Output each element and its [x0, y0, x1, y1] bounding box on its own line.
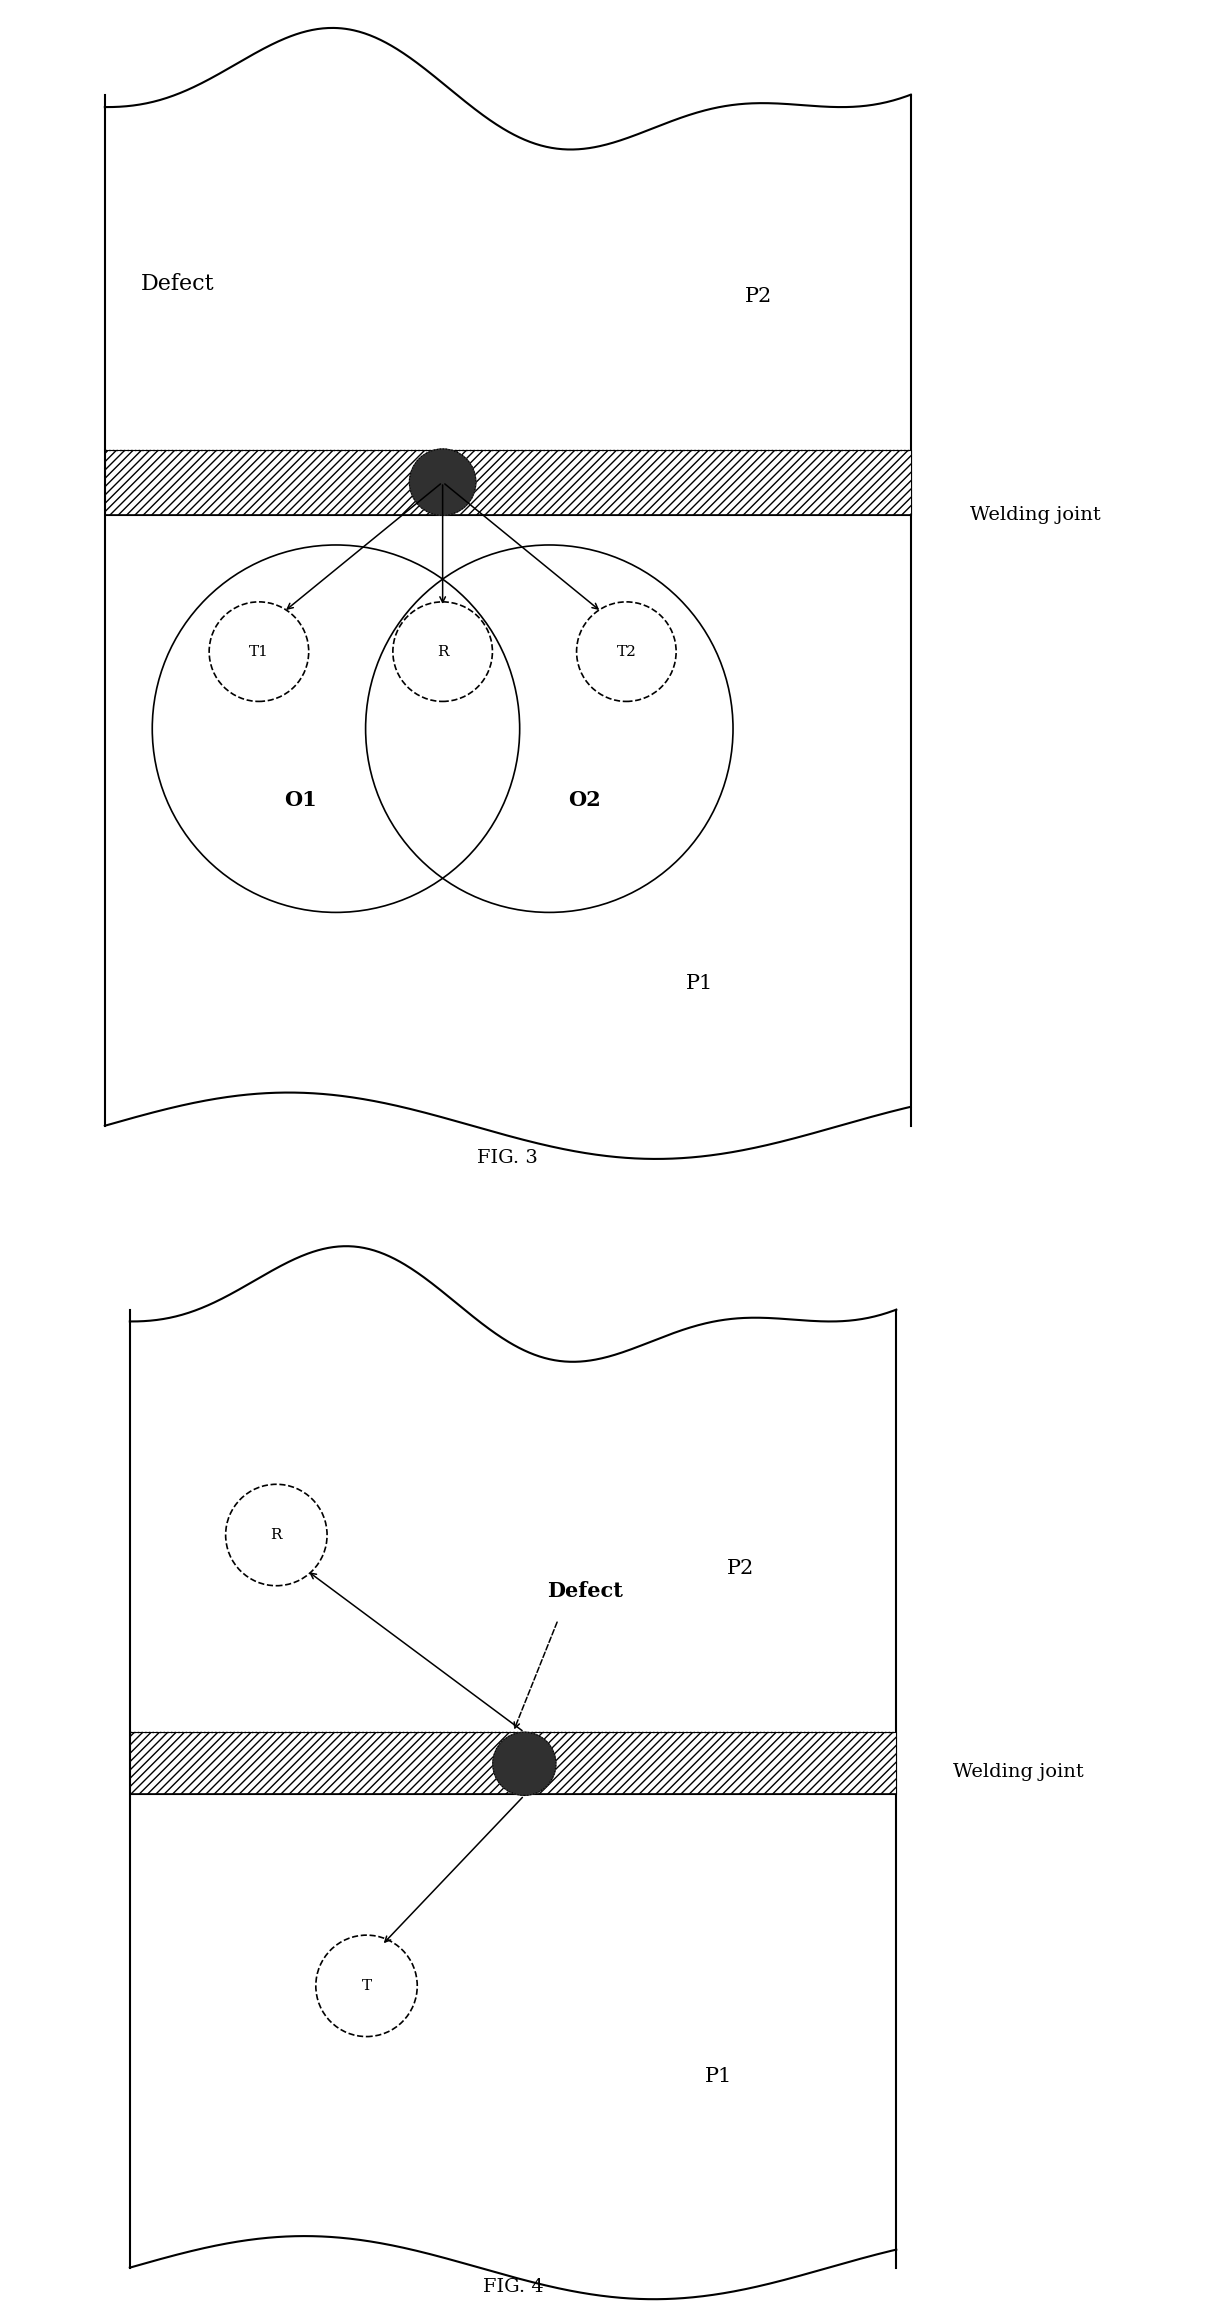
Text: Defect: Defect [547, 1580, 623, 1601]
Text: O2: O2 [569, 790, 601, 809]
Text: T: T [361, 1978, 371, 1994]
Text: FIG. 3: FIG. 3 [477, 1150, 538, 1167]
Bar [130, 1731, 896, 1794]
Text: P2: P2 [728, 1559, 755, 1578]
Circle shape [493, 1731, 556, 1796]
Text: O1: O1 [284, 790, 317, 809]
Text: T2: T2 [617, 644, 637, 658]
Bar [104, 451, 911, 516]
Circle shape [393, 602, 493, 702]
Text: Defect: Defect [140, 274, 214, 295]
Circle shape [576, 602, 676, 702]
Text: FIG. 4: FIG. 4 [483, 2278, 543, 2296]
Text: P1: P1 [686, 974, 713, 992]
Circle shape [316, 1936, 418, 2036]
Text: R: R [270, 1527, 283, 1543]
Circle shape [209, 602, 308, 702]
Text: Welding joint: Welding joint [952, 1762, 1084, 1780]
Text: R: R [436, 644, 449, 658]
Text: P1: P1 [704, 2066, 732, 2085]
Text: T1: T1 [249, 644, 269, 658]
Bar [130, 1731, 896, 1794]
Bar [104, 451, 911, 516]
Circle shape [226, 1485, 327, 1585]
Text: Welding joint: Welding joint [970, 507, 1101, 525]
Circle shape [409, 449, 476, 516]
Text: P2: P2 [745, 286, 772, 304]
